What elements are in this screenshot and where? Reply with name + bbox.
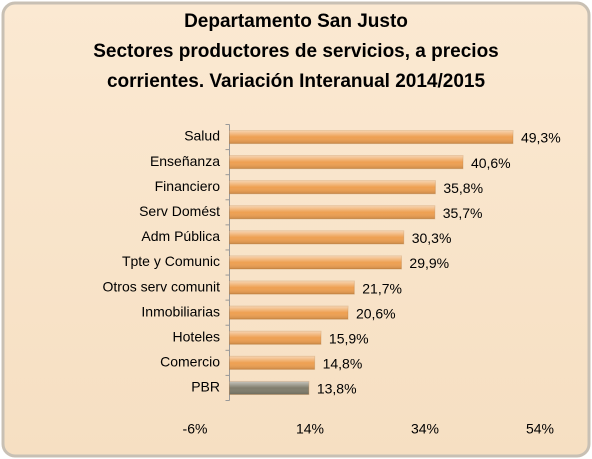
data-label: 13,8%	[317, 381, 357, 397]
bar	[229, 130, 514, 145]
data-label: 35,7%	[443, 205, 483, 221]
x-tick-label: 54%	[526, 421, 554, 437]
data-label: 14,8%	[323, 356, 363, 372]
data-label: 35,8%	[443, 180, 483, 196]
y-tick-label: Financiero	[155, 178, 221, 194]
data-label: 49,3%	[521, 130, 561, 146]
bar	[229, 205, 436, 220]
data-label: 29,9%	[409, 255, 449, 271]
data-label: 40,6%	[471, 155, 511, 171]
y-tick-label: Adm Pública	[141, 228, 220, 244]
chart-title: Sectores productores de servicios, a pre…	[93, 41, 499, 62]
x-tick-label: 14%	[296, 421, 324, 437]
bar	[229, 355, 316, 370]
y-tick-label: Otros serv comunit	[103, 278, 221, 294]
bar	[229, 280, 355, 295]
y-tick-label: Serv Domést	[139, 203, 220, 219]
y-tick-label: PBR	[191, 379, 220, 395]
bar	[229, 305, 349, 320]
y-tick-label: Tpte y Comunic	[122, 253, 220, 269]
data-label: 20,6%	[356, 305, 396, 321]
x-tick-label: -6%	[183, 421, 208, 437]
y-tick-label: Enseñanza	[150, 153, 220, 169]
data-label: 21,7%	[362, 280, 402, 296]
y-tick-label: Salud	[184, 128, 220, 144]
data-label: 15,9%	[329, 330, 369, 346]
bar	[229, 380, 310, 395]
chart-title: Departamento San Justo	[184, 11, 408, 32]
y-tick-label: Comercio	[160, 354, 220, 370]
data-label: 30,3%	[412, 230, 452, 246]
y-tick-label: Inmobiliarias	[141, 303, 220, 319]
bar	[229, 255, 402, 270]
bar	[229, 155, 464, 170]
bar	[229, 180, 436, 195]
bar	[229, 230, 405, 245]
chart-title: corrientes. Variación Interanual 2014/20…	[107, 71, 486, 92]
bar	[229, 330, 322, 345]
x-tick-label: 34%	[411, 421, 439, 437]
y-tick-label: Hoteles	[173, 328, 220, 344]
